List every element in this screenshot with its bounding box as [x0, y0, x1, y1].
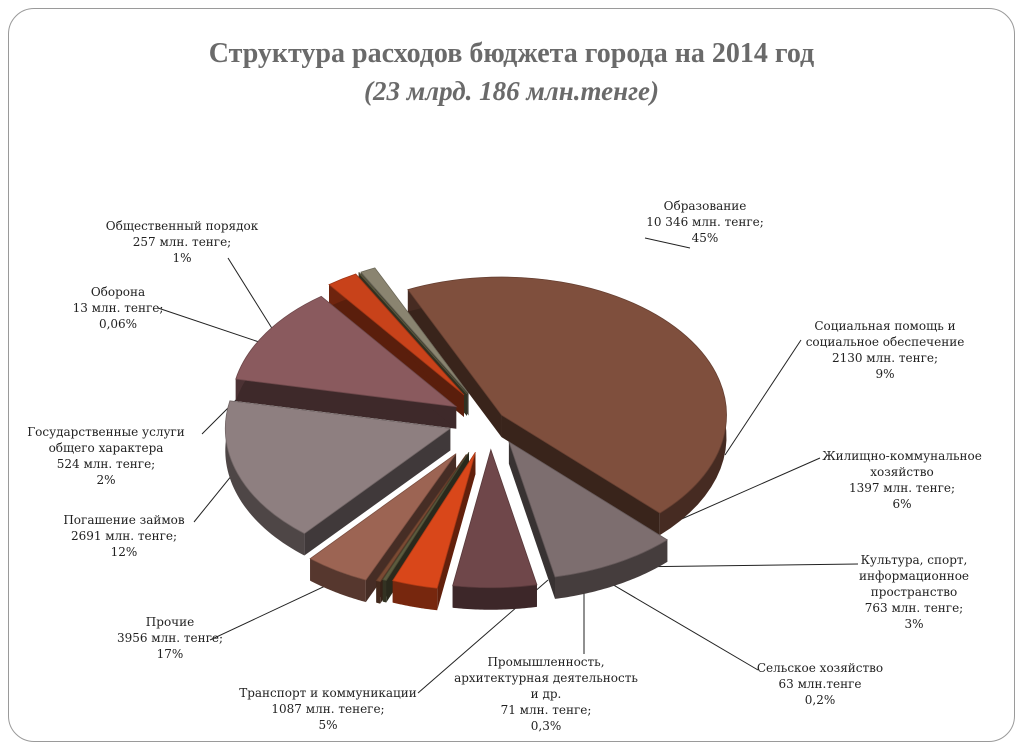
- pie-slice-top: [508, 440, 669, 578]
- pie-slice-rim: [310, 558, 366, 603]
- pie-slice-social: [508, 440, 669, 599]
- slice-label-line: 1%: [172, 251, 192, 265]
- pie-slice-top: [309, 453, 457, 581]
- slice-label-line: Социальная помощь и: [814, 319, 956, 333]
- pie-slice-wall: [437, 452, 476, 611]
- pie-slice-top: [375, 453, 467, 583]
- slice-label-line: 71 млн. тенге;: [500, 703, 592, 717]
- pie-slice-rim: [376, 580, 381, 604]
- slice-label-other: Прочие 3956 млн. тенге; 17%: [70, 614, 270, 662]
- pie-slice-rim: [382, 579, 387, 603]
- slice-label-line: 2691 млн. тенге;: [70, 529, 178, 543]
- slice-label-line: 0,3%: [530, 719, 562, 733]
- chart-title: Структура расходов бюджета города на 201…: [208, 38, 815, 69]
- slice-label-line: 9%: [875, 367, 895, 381]
- slice-label-line: Жилищно-коммунальное: [822, 449, 982, 463]
- slice-label-line: 3956 млн. тенге;: [116, 631, 224, 645]
- pie-slice-top: [235, 295, 458, 408]
- slice-label-line: 5%: [318, 718, 338, 732]
- pie-slice-other: [224, 400, 452, 556]
- slice-label-line: Транспорт и коммуникации: [239, 686, 417, 700]
- pie-slice-public_services: [328, 273, 465, 417]
- slice-label-line: 763 млн. тенге;: [864, 601, 964, 615]
- slice-label-culture: Культура, спорт, информационное пространст…: [814, 552, 1014, 632]
- slice-label-line: общего характера: [48, 441, 164, 455]
- chart-subtitle: (23 млрд. 186 млн.тенге): [363, 76, 660, 106]
- slice-label-housing: Жилищно-коммунальное хозяйство 1397 млн. т…: [802, 448, 1002, 512]
- pie-slice-wall: [508, 441, 556, 599]
- leader-line-culture: [621, 563, 859, 568]
- slice-label-line: 12%: [110, 545, 138, 559]
- slice-label-line: Образование: [663, 199, 747, 213]
- slice-label-line: социальное обеспечение: [805, 335, 965, 349]
- leader-line-housing: [667, 457, 821, 526]
- slice-label-line: Промышленность,: [487, 655, 605, 669]
- slice-label-line: 1087 млн. тенеге;: [271, 702, 385, 716]
- leader-line-education: [644, 237, 691, 249]
- pie-slice-top: [407, 276, 727, 514]
- pie-slice-rim: [452, 584, 537, 610]
- slice-label-line: Оборона: [90, 285, 146, 299]
- slice-label-line: и др.: [530, 687, 562, 701]
- slice-label-agriculture: Сельское хозяйство 63 млн.тенге 0,2%: [720, 660, 920, 708]
- pie-slice-education: [407, 276, 727, 536]
- slice-label-line: Культура, спорт,: [860, 553, 968, 567]
- pie-slice-wall: [304, 428, 451, 556]
- pie-slices: [224, 267, 727, 611]
- slice-label-line: информационное: [858, 569, 970, 583]
- slice-label-line: 0,06%: [98, 317, 138, 331]
- pie-slice-top: [224, 400, 452, 534]
- pie-slice-top: [328, 273, 465, 396]
- pie-slice-top: [452, 448, 538, 589]
- slice-label-line: Прочие: [145, 615, 195, 629]
- pie-slice-top: [382, 451, 470, 581]
- pie-slice-wall: [407, 289, 502, 438]
- slice-label-line: 257 млн. тенге;: [132, 235, 232, 249]
- slice-label-public_services: Государственные услуги общего характера 52…: [6, 424, 206, 488]
- pie-slice-loans: [235, 295, 458, 429]
- leader-line-agriculture: [587, 569, 759, 671]
- slice-label-line: архитектурная деятельность: [454, 671, 638, 685]
- pie-slice-housing: [452, 448, 538, 610]
- leader-line-defense: [157, 307, 269, 346]
- slice-label-line: 6%: [892, 497, 912, 511]
- slice-label-line: 63 млн.тенге: [778, 677, 862, 691]
- slice-label-line: хозяйство: [870, 465, 934, 479]
- slice-label-line: 2%: [96, 473, 116, 487]
- pie-slice-wall: [235, 379, 457, 429]
- pie-slice-rim: [392, 580, 438, 611]
- slice-label-defense: Оборона 13 млн. тенге; 0,06%: [18, 284, 218, 332]
- leader-line-order: [227, 257, 279, 339]
- pie-slice-rim: [225, 400, 305, 556]
- leader-line-social: [724, 339, 802, 456]
- slice-label-line: 0,2%: [804, 693, 836, 707]
- pie-slice-top: [360, 267, 469, 394]
- slice-label-line: пространство: [870, 585, 958, 599]
- slice-label-line: 17%: [156, 647, 184, 661]
- slice-label-line: 2130 млн. тенге;: [831, 351, 939, 365]
- slice-label-line: 45%: [691, 231, 719, 245]
- slice-label-loans: Погашение займов 2691 млн. тенге; 12%: [24, 512, 224, 560]
- pie-slice-culture: [392, 452, 476, 611]
- slice-label-line: 13 млн. тенге;: [72, 301, 164, 315]
- slice-label-education: Образование 10 346 млн. тенге; 45%: [605, 198, 805, 246]
- pie-slice-wall: [329, 284, 464, 417]
- pie-slice-top: [358, 272, 468, 395]
- slice-label-line: 1397 млн. тенге;: [848, 481, 956, 495]
- slice-label-line: Погашение займов: [63, 513, 185, 527]
- pie-slice-top: [392, 452, 476, 589]
- slice-label-order: Общественный порядок 257 млн. тенге; 1%: [82, 218, 282, 266]
- pie-slice-wall: [501, 415, 660, 536]
- slice-label-line: 524 млн. тенге;: [56, 457, 156, 471]
- slice-label-industry: Промышленность, архитектурная деятельност…: [446, 654, 646, 734]
- slice-label-social: Социальная помощь и социальное обеспечени…: [785, 318, 985, 382]
- slice-label-transport: Транспорт и коммуникации 1087 млн. тенеге…: [228, 685, 428, 733]
- slice-label-line: Общественный порядок: [105, 219, 259, 233]
- slice-label-line: 3%: [904, 617, 924, 631]
- slice-label-line: Сельское хозяйство: [756, 661, 884, 675]
- slice-label-line: 10 346 млн. тенге;: [646, 215, 764, 229]
- slice-label-line: Государственные услуги: [27, 425, 185, 439]
